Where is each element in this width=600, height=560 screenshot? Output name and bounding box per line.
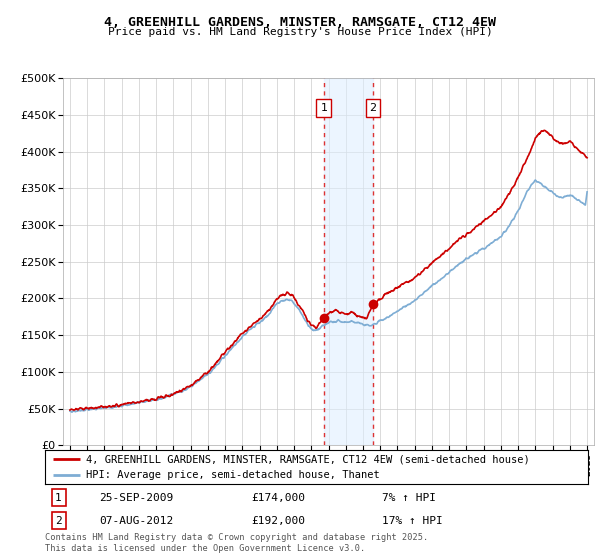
Text: 17% ↑ HPI: 17% ↑ HPI	[382, 516, 442, 525]
Text: 1: 1	[320, 102, 328, 113]
Text: HPI: Average price, semi-detached house, Thanet: HPI: Average price, semi-detached house,…	[86, 470, 379, 480]
Text: 2: 2	[55, 516, 62, 525]
Text: 4, GREENHILL GARDENS, MINSTER, RAMSGATE, CT12 4EW: 4, GREENHILL GARDENS, MINSTER, RAMSGATE,…	[104, 16, 496, 29]
Text: 7% ↑ HPI: 7% ↑ HPI	[382, 493, 436, 502]
Text: 25-SEP-2009: 25-SEP-2009	[100, 493, 173, 502]
Text: 2: 2	[370, 102, 377, 113]
Text: Contains HM Land Registry data © Crown copyright and database right 2025.
This d: Contains HM Land Registry data © Crown c…	[45, 533, 428, 553]
Text: Price paid vs. HM Land Registry's House Price Index (HPI): Price paid vs. HM Land Registry's House …	[107, 27, 493, 37]
Text: £174,000: £174,000	[251, 493, 305, 502]
Text: 4, GREENHILL GARDENS, MINSTER, RAMSGATE, CT12 4EW (semi-detached house): 4, GREENHILL GARDENS, MINSTER, RAMSGATE,…	[86, 454, 529, 464]
Text: £192,000: £192,000	[251, 516, 305, 525]
Bar	[324, 78, 373, 445]
Text: 1: 1	[55, 493, 62, 502]
Text: 07-AUG-2012: 07-AUG-2012	[100, 516, 173, 525]
